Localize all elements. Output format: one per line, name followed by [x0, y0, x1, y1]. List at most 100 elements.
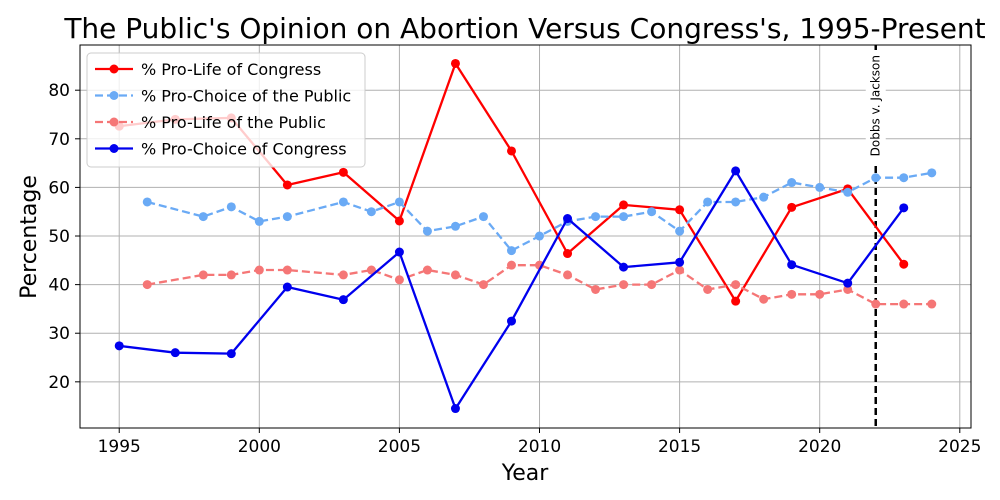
data-point	[535, 231, 545, 241]
data-point	[843, 187, 853, 197]
legend-swatch-marker	[109, 91, 119, 100]
data-point	[394, 247, 404, 257]
legend-swatch-marker	[109, 144, 119, 153]
tick-layer: 1995 2000 2005 2010 2015 2020 2025203040506070…	[48, 81, 981, 457]
data-point	[563, 249, 573, 259]
data-point	[731, 280, 741, 290]
data-point	[282, 265, 292, 275]
data-point	[478, 212, 488, 222]
y-tick-label: 20	[48, 373, 70, 393]
data-point	[282, 180, 292, 190]
data-point	[871, 173, 881, 183]
data-point	[394, 216, 404, 226]
data-point	[254, 216, 264, 226]
data-point	[787, 178, 797, 188]
data-point	[899, 173, 909, 183]
y-tick-label: 80	[48, 81, 70, 101]
x-tick-label: 2005	[378, 437, 421, 457]
legend: % Pro-Life of Congress % Pro-Choice of th…	[86, 52, 366, 168]
data-point	[450, 404, 460, 414]
data-point	[282, 212, 292, 222]
legend-entry: % Pro-Life of the Public	[141, 113, 326, 132]
event-label: Dobbs v. Jackson	[869, 55, 883, 156]
data-point	[899, 299, 909, 309]
x-axis-label: Year	[501, 461, 550, 486]
data-point	[675, 257, 685, 267]
data-point	[787, 202, 797, 212]
data-point	[815, 289, 825, 299]
data-point	[675, 205, 685, 215]
x-tick-label: 2020	[798, 437, 841, 457]
data-point	[927, 299, 937, 309]
data-point	[563, 214, 573, 224]
data-point	[478, 280, 488, 290]
data-point	[366, 265, 376, 275]
data-point	[619, 212, 629, 222]
legend-entry: % Pro-Life of Congress	[141, 60, 321, 79]
data-point	[731, 166, 741, 176]
y-axis-label: Percentage	[17, 175, 42, 299]
data-point	[843, 278, 853, 288]
series-3	[142, 260, 937, 309]
data-point	[759, 294, 769, 304]
x-tick-label: 2000	[238, 437, 281, 457]
data-point	[619, 262, 629, 272]
data-point	[675, 265, 685, 275]
data-point	[366, 207, 376, 217]
data-point	[198, 212, 208, 222]
data-point	[731, 296, 741, 306]
data-point	[787, 260, 797, 270]
x-tick-label: 2015	[658, 437, 701, 457]
data-point	[142, 280, 152, 290]
data-point	[394, 275, 404, 285]
data-point	[703, 197, 713, 207]
data-point	[170, 348, 180, 358]
chart-title: The Public's Opinion on Abortion Versus …	[63, 12, 985, 45]
data-point	[254, 265, 264, 275]
data-point	[198, 270, 208, 280]
data-point	[422, 226, 432, 236]
data-point	[927, 168, 937, 178]
data-point	[226, 270, 236, 280]
data-point	[506, 316, 516, 326]
data-point	[226, 349, 236, 359]
series-4	[114, 166, 909, 414]
data-point	[731, 197, 741, 207]
annotation-layer: Dobbs v. Jackson	[865, 45, 886, 428]
data-point	[815, 182, 825, 192]
data-point	[506, 246, 516, 256]
data-point	[703, 284, 713, 294]
legend-entry: % Pro-Choice of Congress	[141, 140, 347, 159]
data-point	[450, 58, 460, 68]
y-tick-label: 70	[48, 130, 70, 150]
y-tick-label: 60	[48, 178, 70, 198]
data-point	[506, 260, 516, 270]
series-2	[142, 168, 937, 256]
data-point	[563, 270, 573, 280]
data-point	[450, 221, 460, 231]
event-label-background	[865, 50, 886, 163]
data-point	[591, 284, 601, 294]
data-point	[226, 202, 236, 212]
data-point	[619, 200, 629, 210]
legend-swatch-marker	[109, 117, 119, 127]
data-point	[422, 265, 432, 275]
data-point	[142, 197, 152, 207]
data-point	[647, 207, 657, 217]
y-tick-label: 50	[48, 227, 70, 247]
data-point	[338, 197, 348, 207]
data-point	[843, 284, 853, 294]
data-point	[506, 146, 516, 156]
legend-box	[86, 52, 366, 168]
data-point	[899, 203, 909, 213]
series-line	[119, 169, 905, 410]
data-point	[647, 280, 657, 290]
legend-entry: % Pro-Choice of the Public	[141, 87, 351, 106]
data-point	[871, 299, 881, 309]
data-point	[114, 341, 124, 351]
y-tick-label: 30	[48, 324, 70, 344]
data-point	[591, 212, 601, 222]
data-point	[394, 197, 404, 207]
data-point	[338, 295, 348, 305]
